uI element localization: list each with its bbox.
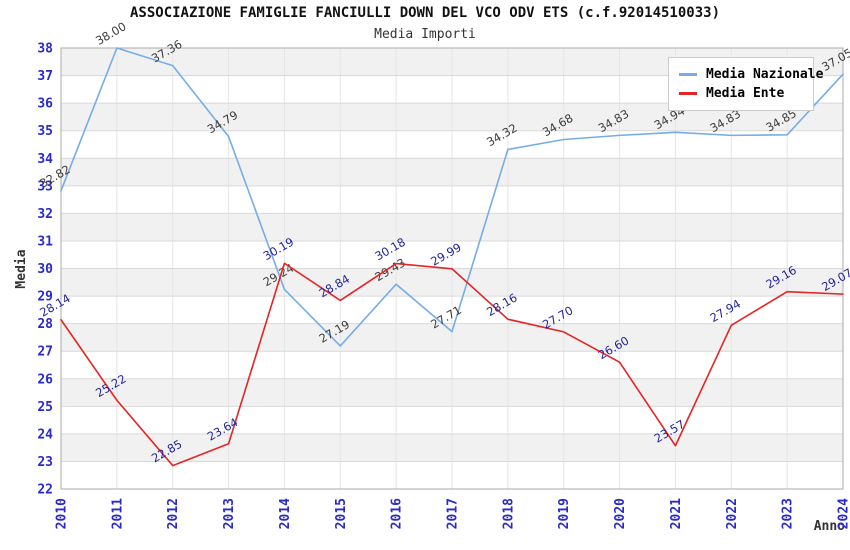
x-tick-label: 2020: [613, 498, 628, 529]
x-tick-label: 2012: [166, 498, 181, 529]
y-tick-label: 29: [37, 290, 53, 305]
series-line-media-ente[interactable]: [60, 262, 844, 467]
y-tick-label: 25: [37, 400, 53, 415]
legend-swatch-blue-line: [679, 73, 697, 76]
data-label-media-nazionale: 38.00: [93, 19, 129, 48]
legend-swatch-red-line: [679, 92, 697, 95]
x-axis-title: Anno: [814, 519, 845, 534]
y-tick-label: 23: [37, 455, 53, 470]
chart-subtitle: Media Importi: [374, 27, 476, 42]
x-tick-label: 2010: [55, 498, 70, 529]
legend-item-media-ente[interactable]: Media Ente: [679, 84, 803, 103]
y-tick-label: 35: [37, 124, 53, 139]
x-tick-label: 2011: [110, 498, 125, 529]
x-tick-label: 2022: [725, 498, 740, 529]
y-tick-label: 27: [37, 345, 53, 360]
y-tick-label: 36: [37, 97, 53, 112]
x-tick-label: 2018: [501, 498, 516, 529]
x-tick-label: 2014: [278, 498, 293, 529]
legend-label: Media Nazionale: [706, 67, 824, 82]
legend-label: Media Ente: [706, 86, 785, 101]
series-line-media-nazionale[interactable]: [60, 47, 844, 347]
y-tick-label: 32: [37, 207, 53, 222]
y-tick-label: 37: [37, 69, 53, 84]
y-tick-label: 38: [37, 42, 53, 57]
x-tick-label: 2015: [334, 498, 349, 529]
y-tick-label: 30: [37, 262, 53, 277]
x-tick-label: 2021: [669, 498, 684, 529]
y-tick-label: 31: [37, 234, 53, 249]
plot-border: [60, 47, 844, 490]
y-tick-label: 33: [37, 179, 53, 194]
legend-item-media-nazionale[interactable]: Media Nazionale: [679, 65, 823, 84]
data-label-media-ente: 29.99: [428, 240, 464, 269]
y-axis-title: Media: [14, 249, 29, 288]
y-tick-label: 24: [37, 427, 53, 442]
chart-title: ASSOCIAZIONE FAMIGLIE FANCIULLI DOWN DEL…: [129, 5, 720, 21]
x-tick-label: 2023: [781, 498, 796, 529]
y-tick-label: 28: [37, 317, 53, 332]
x-tick-label: 2017: [446, 498, 461, 529]
chart-legend: Media Nazionale Media Ente: [668, 57, 823, 111]
x-tick-label: 2013: [222, 498, 237, 529]
x-tick-label: 2019: [557, 498, 572, 529]
x-tick-label: 2024: [837, 498, 850, 529]
x-tick-label: 2016: [390, 498, 405, 529]
y-tick-label: 34: [37, 152, 53, 167]
y-tick-label: 22: [37, 483, 53, 498]
y-tick-label: 26: [37, 372, 53, 387]
